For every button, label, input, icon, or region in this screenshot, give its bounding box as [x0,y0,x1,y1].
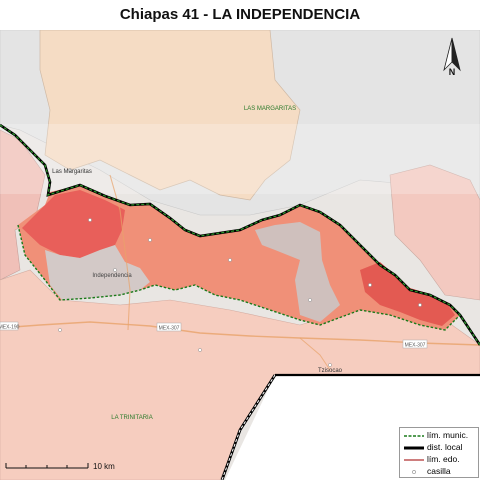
label-la-trinitaria-region: LA TRINITARIA [111,415,152,421]
casilla-point [113,268,117,272]
las-margaritas-area [39,30,301,201]
road-mex190 [0,321,480,346]
municipal-limit-south [17,224,461,331]
road-north [109,174,131,331]
label-tzisocao: Tzisocao [318,368,343,374]
casilla-points [58,168,422,367]
thick-line-swatch-icon [404,446,424,450]
label-las-margaritas-town: Las Margaritas [52,169,92,175]
casilla-point [228,258,232,262]
legend-label-local-district: dist. local [427,442,463,452]
road-label-mex307-right: MEX-307 [405,343,426,349]
district-41-area [18,185,460,330]
casilla-point [328,363,332,367]
road-east [299,337,331,371]
point-swatch-icon [412,469,416,474]
north-arrow-label: N [449,67,456,77]
map-canvas[interactable]: LAS MARGARITAS LA TRINITARIA Las Margari… [0,30,480,480]
road-label-mex307-mid: MEX-307 [159,326,180,332]
casilla-point [308,298,312,302]
road-label-mex190: MEX-190 [0,325,20,331]
label-independencia-town: Independencia [92,273,132,279]
gray-pocket-east [255,222,340,322]
north-arrow-icon: N [443,37,461,77]
translucent-band [0,124,480,194]
district-west-core [22,190,125,258]
label-las-margaritas-region: LAS MARGARITAS [244,106,296,112]
map-title: Chiapas 41 - LA INDEPENDENCIA [119,6,361,23]
district-border-south-dash [221,374,276,480]
legend-item-municipal-limit: lím. munic. [404,430,468,441]
district-border-dash [0,124,480,346]
casilla-point [68,168,72,172]
gray-pocket-west [45,245,150,300]
casilla-point [148,238,152,242]
legend-item-state-limit: lím. edo. [404,454,460,465]
scale-bar: 10 km [5,462,115,471]
casilla-point [418,303,422,307]
map-legend: lím. munic. dist. local lím. edo. casill… [399,427,479,478]
legend-item-local-district: dist. local [404,442,462,453]
dashed-line-swatch-icon [404,434,424,437]
casilla-point [198,348,202,352]
casilla-point [58,328,62,332]
red-line-swatch-icon [404,459,424,461]
legend-label-casilla: casilla [427,466,451,476]
east-neighbor [389,164,480,301]
casilla-point [368,283,372,287]
legend-label-municipal-limit: lím. munic. [427,430,469,440]
district-east-core [360,262,455,326]
road-shield-mex190: MEX-190 [0,321,20,331]
casilla-point [88,218,92,222]
road-shield-mex307-right: MEX-307 [402,339,428,349]
scale-bar-label: 10 km [93,462,115,471]
legend-label-state-limit: lím. edo. [427,454,460,464]
legend-item-casilla: casilla [404,466,451,477]
road-shield-mex307-mid: MEX-307 [156,322,182,332]
